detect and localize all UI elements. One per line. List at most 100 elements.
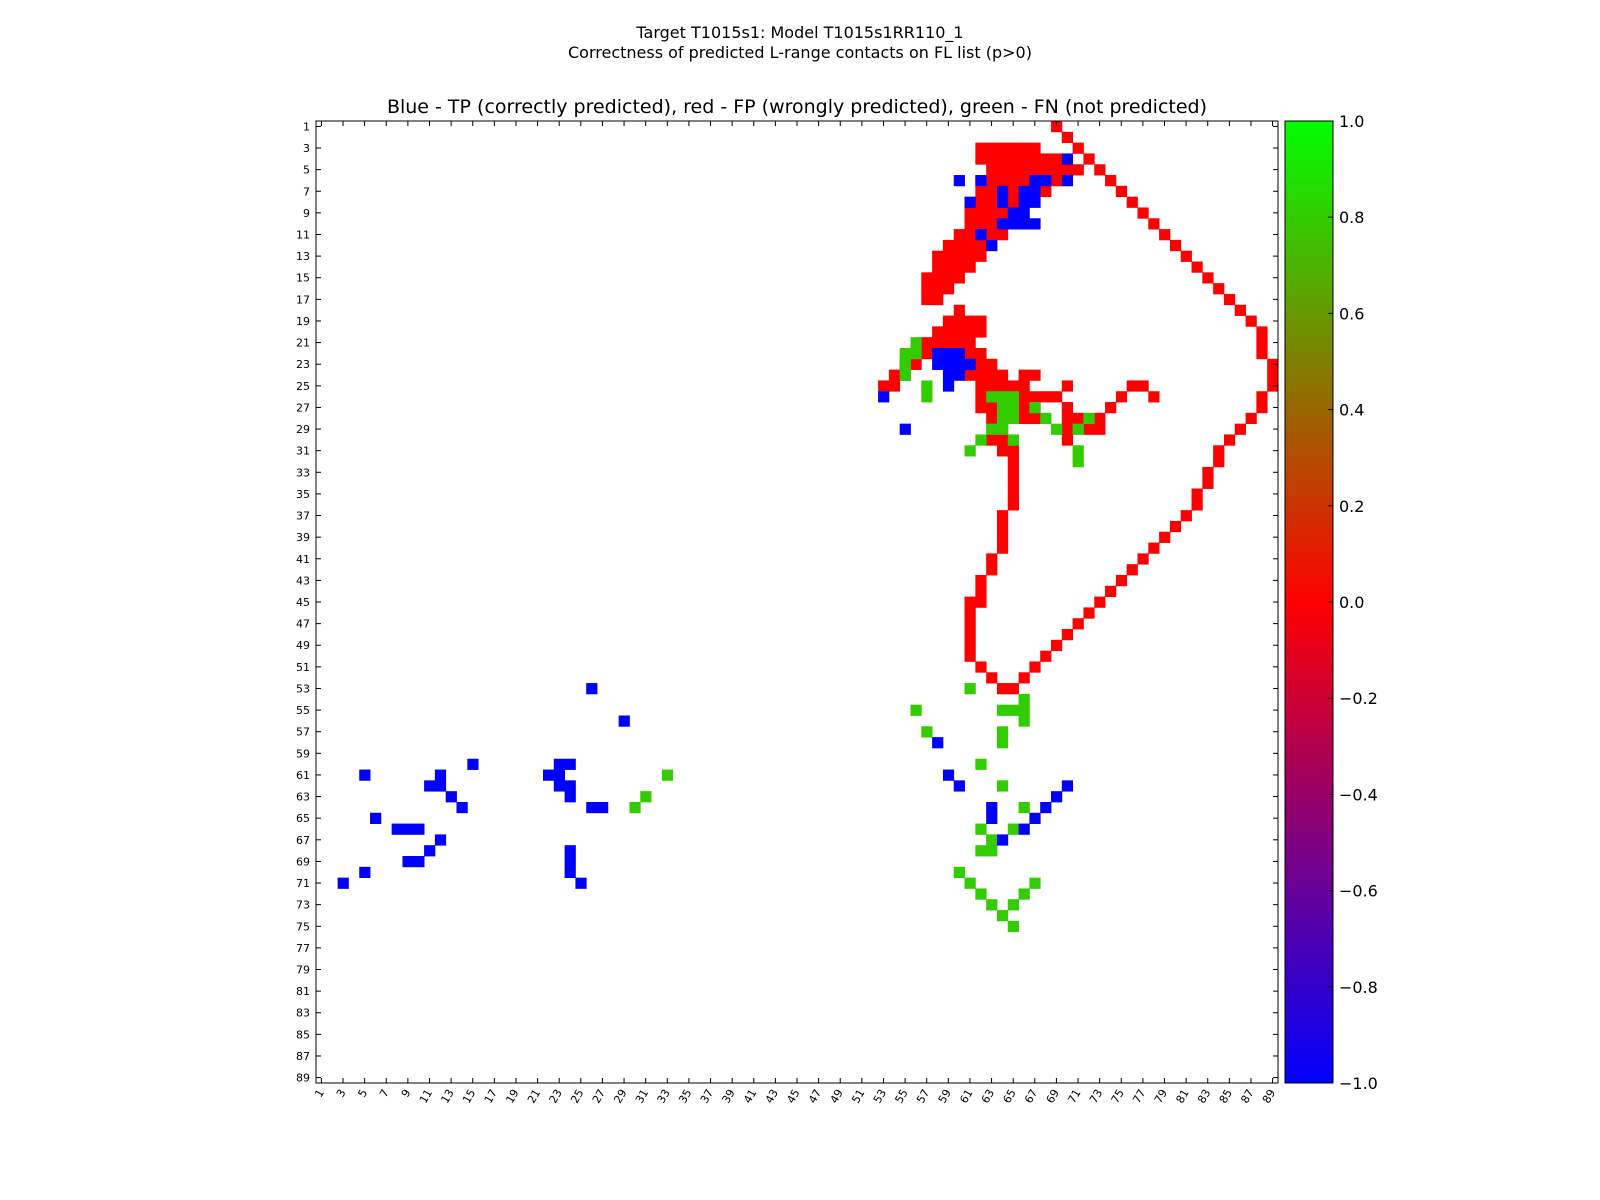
cell-fp: [1018, 391, 1030, 403]
cell-fp: [1148, 218, 1160, 230]
cell-fp: [1105, 175, 1117, 187]
cell-fp: [986, 175, 998, 187]
cell-fp: [996, 369, 1009, 381]
x-tick-label: 75: [1109, 1087, 1127, 1106]
cell-fp: [975, 380, 987, 392]
cell-tp: [942, 347, 955, 360]
cell-fn: [996, 412, 1009, 425]
cell-fp: [942, 250, 955, 262]
y-tick-label: 3: [303, 142, 310, 155]
cell-tp: [445, 791, 457, 803]
y-tick-label: 45: [296, 596, 310, 609]
y-tick-label: 57: [296, 726, 310, 739]
x-tick-label: 1: [312, 1087, 327, 1100]
y-tick-label: 41: [296, 553, 310, 566]
x-tick-label: 71: [1065, 1087, 1083, 1106]
cell-fn: [1007, 391, 1019, 403]
cell-fp: [953, 261, 965, 273]
cell-fp: [1040, 164, 1052, 176]
cell-fn: [986, 423, 998, 435]
y-tick-label: 83: [296, 1007, 310, 1020]
colorbar-tick-label: −0.8: [1339, 978, 1378, 997]
cell-fp: [1061, 412, 1074, 425]
cell-fp: [1072, 142, 1084, 154]
cell-fp: [1245, 412, 1257, 425]
cell-tp: [553, 780, 566, 792]
cell-fp: [888, 380, 901, 392]
cell-fp: [1061, 380, 1074, 392]
cell-fp: [1191, 488, 1203, 500]
cell-tp: [996, 196, 1009, 208]
cell-tp: [953, 780, 965, 792]
colorbar-tick-label: −0.4: [1339, 785, 1378, 804]
cell-fp: [1018, 412, 1030, 425]
cell-fp: [964, 315, 976, 327]
cell-tp: [402, 856, 414, 868]
cell-fp: [986, 164, 998, 176]
cell-fp: [1126, 564, 1138, 576]
cell-fp: [953, 304, 965, 316]
cell-fp: [986, 369, 998, 381]
cell-fp: [1115, 391, 1128, 403]
cell-fp: [942, 326, 955, 338]
y-tick-label: 55: [296, 704, 310, 717]
cell-fp: [1267, 369, 1279, 381]
cell-fp: [1051, 391, 1063, 403]
cell-fp: [986, 229, 998, 241]
cell-fp: [1051, 121, 1063, 133]
x-tick-label: 59: [936, 1087, 954, 1106]
cell-fp: [1105, 402, 1117, 414]
x-tick-label: 33: [655, 1087, 673, 1106]
cell-fn: [996, 726, 1009, 738]
cell-fp: [1007, 153, 1019, 165]
cell-tp: [932, 347, 944, 360]
cell-fp: [1202, 272, 1214, 284]
y-tick-label: 59: [296, 747, 310, 760]
cell-fp: [932, 272, 944, 284]
cell-fp: [1029, 142, 1041, 154]
cell-fp: [996, 542, 1009, 554]
cell-fp: [1061, 423, 1074, 435]
cell-fp: [964, 607, 976, 619]
cell-fp: [1223, 434, 1236, 446]
cell-fp: [1061, 131, 1074, 144]
x-tick-label: 37: [698, 1087, 716, 1106]
cell-fn: [975, 845, 987, 857]
x-tick-label: 39: [719, 1087, 737, 1106]
colorbar-tick-label: −0.2: [1339, 689, 1378, 708]
cell-fn: [975, 823, 987, 835]
cell-tp: [942, 369, 955, 381]
y-tick-label: 33: [296, 466, 310, 479]
cell-tp: [542, 769, 555, 781]
cell-fp: [1072, 618, 1084, 630]
cell-fp: [910, 358, 922, 371]
cell-fp: [1202, 477, 1214, 489]
cell-fn: [964, 445, 976, 457]
cell-fp: [964, 650, 976, 662]
colorbar: [1284, 120, 1334, 1084]
cell-fp: [942, 315, 955, 327]
x-tick-label: 31: [633, 1087, 651, 1106]
cell-tp: [434, 769, 447, 781]
figure-title-line-2: Correctness of predicted L-range contact…: [568, 43, 1032, 62]
cell-fp: [996, 142, 1009, 154]
cell-fp: [986, 380, 998, 392]
x-tick-label: 83: [1195, 1087, 1213, 1106]
cell-tp: [899, 423, 911, 435]
cell-tp: [964, 358, 976, 371]
y-tick-label: 53: [296, 682, 310, 695]
cell-fn: [661, 769, 674, 781]
cell-fp: [1040, 185, 1052, 198]
cell-tp: [953, 358, 965, 371]
x-tick-label: 11: [417, 1087, 435, 1106]
x-tick-label: 65: [1001, 1087, 1019, 1106]
cell-fp: [953, 337, 965, 349]
cell-fp: [921, 283, 933, 295]
cell-fp: [1169, 520, 1182, 533]
cell-fp: [942, 261, 955, 273]
y-tick-label: 89: [296, 1072, 310, 1085]
cell-fp: [1169, 239, 1182, 252]
cell-fp: [964, 618, 976, 630]
cell-fp: [1018, 153, 1030, 165]
